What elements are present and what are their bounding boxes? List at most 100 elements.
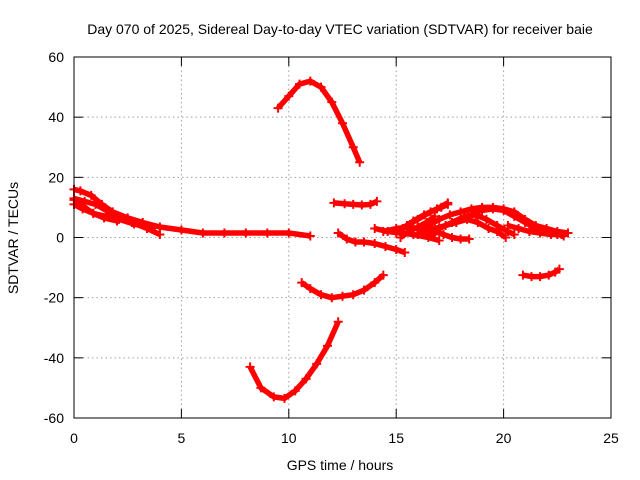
data-point [155, 230, 165, 239]
data-point [348, 199, 358, 209]
data-point [333, 228, 343, 238]
data-point [88, 208, 98, 218]
chart-title: Day 070 of 2025, Sidereal Day-to-day VTE… [87, 21, 593, 37]
data-point [509, 230, 519, 239]
y-axis-label: SDTVAR / TECUs [5, 182, 21, 294]
data-point [91, 199, 100, 209]
y-tick-label: 40 [48, 109, 64, 125]
data-point [327, 97, 337, 107]
data-point [535, 228, 545, 238]
data-point [146, 224, 156, 233]
data-point [396, 233, 405, 242]
data-point [404, 227, 414, 236]
y-tick-label: -40 [44, 350, 64, 366]
series-arc-f [245, 317, 343, 403]
data-point [295, 79, 304, 89]
data-point [481, 214, 491, 224]
x-tick-label: 10 [281, 430, 297, 446]
data-point [456, 234, 466, 244]
data-point [305, 76, 315, 86]
data-point [391, 245, 401, 254]
data-point [280, 393, 289, 403]
data-point [342, 234, 352, 244]
x-axis-label: GPS time / hours [287, 457, 394, 473]
axis-ticks [73, 56, 612, 419]
data-point [219, 228, 229, 238]
series-arc-u [518, 264, 564, 282]
data-point [323, 341, 332, 351]
series-arc-t [503, 221, 567, 239]
data-point [86, 190, 96, 200]
data-point [370, 278, 380, 288]
series-arc-e [273, 76, 365, 167]
tick-labels: 0 5 10 15 20 25 -60 -40 -20 0 20 40 60 [44, 49, 619, 446]
data-point [419, 227, 429, 236]
data-point [290, 386, 300, 396]
data-point [357, 200, 367, 210]
data-point [419, 210, 429, 220]
data-point [488, 204, 498, 214]
data-point [520, 218, 530, 227]
data-point [355, 157, 365, 167]
data-point [348, 142, 358, 152]
data-point [477, 205, 487, 215]
x-tick-label: 25 [603, 430, 619, 446]
series-arc-g [297, 270, 388, 303]
data-point [316, 82, 326, 92]
data-point [413, 230, 423, 239]
data-point [535, 272, 545, 282]
data-point [524, 227, 534, 236]
data-point [443, 198, 453, 208]
data-point [365, 199, 375, 209]
y-tick-label: -20 [44, 290, 64, 306]
data-point [398, 224, 408, 233]
data-point [439, 230, 448, 239]
y-tick-label: 60 [48, 49, 64, 65]
data-point [372, 196, 382, 206]
y-tick-label: -60 [44, 410, 64, 426]
data-point [434, 214, 444, 224]
data-point [378, 227, 388, 236]
data-point [327, 293, 337, 303]
data-point [378, 270, 388, 280]
data-point [447, 218, 457, 227]
data-point [245, 362, 255, 372]
data-point [509, 211, 519, 221]
data-point [338, 118, 347, 128]
data-point [434, 236, 444, 245]
data-point [112, 216, 122, 226]
data-point [241, 228, 251, 238]
data-point [503, 221, 513, 230]
data-point [464, 234, 474, 244]
data-point [359, 237, 369, 247]
x-tick-label: 5 [178, 430, 186, 446]
data-point [381, 242, 390, 251]
data-point [312, 359, 322, 369]
data-point [338, 291, 347, 301]
data-point [316, 290, 326, 300]
data-point [447, 233, 457, 242]
data-point [273, 103, 283, 113]
data-point [527, 272, 536, 282]
data-point [391, 228, 401, 238]
data-point [359, 285, 369, 295]
data-point [75, 186, 85, 196]
data-point [544, 270, 554, 280]
data-point [284, 228, 294, 238]
series-arc-i [333, 228, 410, 257]
data-point [269, 392, 279, 402]
data-point [518, 270, 528, 280]
data-point [301, 374, 311, 384]
data-series [69, 76, 573, 403]
series-arc-d [69, 195, 122, 226]
data-point [348, 290, 358, 300]
data-point [460, 211, 470, 221]
data-point [350, 237, 360, 247]
x-tick-label: 15 [388, 430, 404, 446]
data-point [176, 225, 186, 235]
data-point [492, 221, 502, 230]
data-point [432, 204, 442, 214]
data-point [466, 208, 476, 218]
